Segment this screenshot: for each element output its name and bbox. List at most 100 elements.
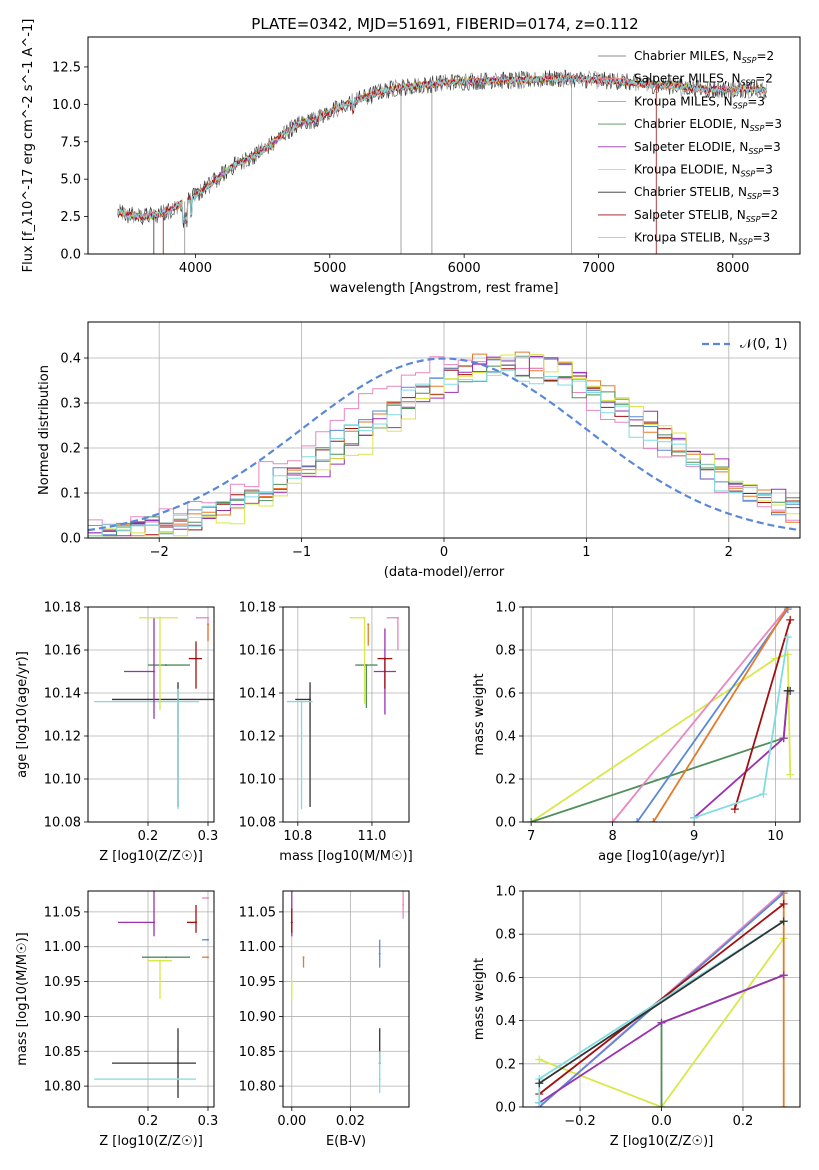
weight-marker: [690, 813, 699, 822]
data-point: [378, 1078, 381, 1081]
y-axis-label: mass weight: [472, 673, 487, 755]
x-axis-label: wavelength [Angstrom, rest frame]: [330, 281, 559, 296]
weight-marker: [608, 818, 617, 822]
legend-subscript: SSP: [750, 124, 765, 133]
data-point: [207, 623, 209, 626]
y-tick-label: 10.14: [239, 687, 276, 702]
data-point: [300, 700, 303, 703]
weight-marker: [779, 917, 788, 926]
legend-subscript: SSP: [746, 215, 761, 224]
legend-label: Chabrier MILES, NSSP=2: [634, 49, 774, 65]
data-point: [378, 952, 381, 955]
x-tick-label: 6000: [448, 261, 481, 276]
weight-line: [660, 974, 785, 1107]
y-tick-label: 0.0: [495, 816, 516, 831]
x-tick-label: 0.2: [138, 1114, 159, 1129]
y-tick-label: 12.5: [52, 60, 81, 75]
data-point: [365, 664, 368, 667]
y-tick-label: 10.0: [52, 98, 81, 113]
y-tick-label: 10.14: [44, 687, 81, 702]
data-point: [159, 616, 161, 619]
y-tick-label: 10.85: [44, 1045, 81, 1060]
x-axis-label: Z [log10(Z/Z☉)]: [610, 1134, 714, 1149]
weight-marker: [786, 770, 795, 779]
plot-area: [94, 891, 209, 1098]
data-point: [207, 938, 209, 941]
y-tick-label: 11.05: [239, 905, 276, 920]
plot-area: [117, 68, 767, 254]
x-tick-label: 0.3: [198, 1114, 219, 1129]
y-tick-label: 10.80: [44, 1080, 81, 1095]
panel-z_weight: −0.2 0.0 0.2 0.0 0.2 0.4 0.6 0.8 1.0 Z [log10(Z/Z…: [472, 885, 801, 1149]
data-point: [153, 670, 155, 673]
x-tick-label: 7000: [582, 261, 615, 276]
weight-marker: [657, 1018, 666, 1027]
legend-label: Kroupa MILES, NSSP=3: [634, 94, 765, 110]
weight-marker: [783, 607, 792, 611]
axes-frame: [87, 606, 215, 823]
x-tick-label: 10.8: [283, 829, 312, 844]
x-tick-label: 2: [725, 545, 733, 560]
legend-label: Chabrier STELIB, NSSP=3: [634, 185, 779, 201]
y-tick-label: 10.12: [44, 730, 81, 745]
x-tick-label: 0.3: [198, 829, 219, 844]
legend-value: =3: [753, 231, 771, 245]
histogram-step: [88, 355, 800, 536]
plot-area: [286, 616, 399, 810]
y-tick-label: 11.05: [44, 905, 81, 920]
y-tick-label: 10.18: [44, 601, 81, 616]
data-point: [363, 616, 366, 619]
plot-area: [94, 616, 214, 810]
axes-frame: [522, 606, 801, 823]
axes-frame: [522, 890, 801, 1108]
panel-mass_age: 10.8 11.0 10.08 10.10 10.12 10.14 10.16 10.18 ma…: [239, 601, 413, 865]
data-point: [396, 616, 399, 619]
plot-area: [88, 351, 800, 537]
x-axis-label: E(B-V): [326, 1134, 366, 1149]
y-tick-label: 10.80: [239, 1080, 276, 1095]
weight-marker: [783, 633, 792, 642]
weight-line: [530, 653, 792, 822]
legend-subscript: SSP: [748, 147, 763, 156]
y-tick-label: 10.95: [44, 975, 81, 990]
x-tick-label: −2: [150, 545, 169, 560]
legend-label: 𝒩(0, 1): [740, 337, 787, 352]
y-tick-label: 10.90: [239, 1010, 276, 1025]
spectrum-line-kroupa_stelib: [117, 74, 767, 223]
legend-value: =3: [762, 185, 780, 199]
data-point: [367, 623, 370, 626]
x-axis-label: age [log10(age/yr)]: [598, 849, 725, 864]
y-tick-label: 10.10: [44, 773, 81, 788]
y-tick-label: 0.2: [495, 773, 516, 788]
x-tick-label: 1: [582, 545, 590, 560]
y-tick-label: 10.08: [44, 816, 81, 831]
legend-value: =2: [760, 208, 778, 222]
y-axis-label: mass [log10(M/M☉)]: [15, 932, 30, 1065]
x-tick-label: 8000: [716, 261, 749, 276]
weight-marker: [759, 790, 768, 799]
y-tick-label: 1.0: [495, 601, 516, 616]
data-point: [177, 1078, 179, 1081]
y-axis-label: Normed distribution: [37, 365, 52, 495]
figure-title: PLATE=0342, MJD=51691, FIBERID=0174, z=0…: [251, 15, 638, 33]
x-tick-label: 0.00: [277, 1114, 306, 1129]
y-tick-label: 0.8: [495, 644, 516, 659]
axes-frame: [87, 36, 801, 255]
y-tick-label: 0.0: [60, 532, 81, 547]
x-tick-label: 0.2: [138, 829, 159, 844]
legend-value: =3: [763, 140, 781, 154]
legend-label: Kroupa ELODIE, NSSP=3: [634, 163, 773, 179]
legend-subscript: SSP: [742, 56, 757, 65]
legend-label: Kroupa STELIB, NSSP=3: [634, 231, 770, 247]
weight-line: [538, 920, 785, 1084]
data-point: [207, 616, 209, 619]
y-tick-label: 10.90: [44, 1010, 81, 1025]
weight-marker: [633, 818, 642, 822]
weight-marker: [779, 971, 788, 980]
legend-value: =3: [755, 163, 773, 177]
y-tick-label: 10.16: [239, 644, 276, 659]
x-tick-label: 8: [608, 829, 616, 844]
y-tick-label: 10.18: [239, 601, 276, 616]
legend-label: Salpeter STELIB, NSSP=2: [634, 208, 778, 224]
